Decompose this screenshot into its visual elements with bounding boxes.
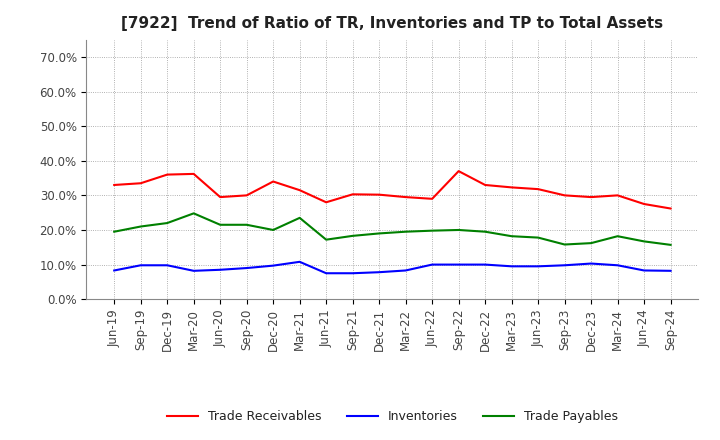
- Inventories: [295, 259, 304, 264]
- Trade Payables: [666, 242, 675, 247]
- Inventories: [110, 268, 119, 273]
- Trade Payables: [163, 220, 171, 226]
- Inventories: [136, 263, 145, 268]
- Trade Payables: [243, 222, 251, 227]
- Trade Payables: [348, 233, 357, 238]
- Trade Receivables: [136, 180, 145, 186]
- Inventories: [322, 271, 330, 276]
- Trade Receivables: [243, 193, 251, 198]
- Inventories: [508, 264, 516, 269]
- Trade Receivables: [534, 187, 542, 192]
- Trade Payables: [534, 235, 542, 240]
- Trade Payables: [587, 241, 595, 246]
- Trade Receivables: [163, 172, 171, 177]
- Trade Payables: [322, 237, 330, 242]
- Inventories: [189, 268, 198, 273]
- Trade Receivables: [508, 185, 516, 190]
- Trade Payables: [560, 242, 569, 247]
- Inventories: [216, 267, 225, 272]
- Inventories: [348, 271, 357, 276]
- Trade Payables: [110, 229, 119, 235]
- Trade Receivables: [269, 179, 277, 184]
- Trade Payables: [613, 234, 622, 239]
- Trade Payables: [640, 239, 649, 244]
- Trade Payables: [401, 229, 410, 235]
- Trade Receivables: [560, 193, 569, 198]
- Trade Receivables: [640, 202, 649, 207]
- Inventories: [243, 265, 251, 271]
- Inventories: [269, 263, 277, 268]
- Legend: Trade Receivables, Inventories, Trade Payables: Trade Receivables, Inventories, Trade Pa…: [162, 405, 623, 428]
- Inventories: [401, 268, 410, 273]
- Title: [7922]  Trend of Ratio of TR, Inventories and TP to Total Assets: [7922] Trend of Ratio of TR, Inventories…: [122, 16, 663, 32]
- Trade Receivables: [401, 194, 410, 200]
- Trade Payables: [269, 227, 277, 233]
- Trade Receivables: [216, 194, 225, 200]
- Inventories: [481, 262, 490, 267]
- Trade Payables: [508, 234, 516, 239]
- Line: Trade Payables: Trade Payables: [114, 213, 670, 245]
- Trade Payables: [375, 231, 384, 236]
- Inventories: [534, 264, 542, 269]
- Trade Receivables: [295, 187, 304, 193]
- Trade Receivables: [348, 192, 357, 197]
- Trade Payables: [428, 228, 436, 233]
- Trade Payables: [136, 224, 145, 229]
- Trade Receivables: [454, 169, 463, 174]
- Inventories: [587, 261, 595, 266]
- Inventories: [428, 262, 436, 267]
- Trade Payables: [295, 215, 304, 220]
- Inventories: [454, 262, 463, 267]
- Trade Receivables: [587, 194, 595, 200]
- Trade Payables: [189, 211, 198, 216]
- Trade Receivables: [375, 192, 384, 197]
- Trade Receivables: [428, 196, 436, 202]
- Inventories: [375, 270, 384, 275]
- Trade Payables: [481, 229, 490, 235]
- Inventories: [613, 263, 622, 268]
- Inventories: [163, 263, 171, 268]
- Trade Payables: [454, 227, 463, 233]
- Line: Inventories: Inventories: [114, 262, 670, 273]
- Inventories: [640, 268, 649, 273]
- Inventories: [560, 263, 569, 268]
- Trade Receivables: [481, 182, 490, 187]
- Trade Receivables: [189, 171, 198, 176]
- Trade Receivables: [110, 182, 119, 187]
- Trade Receivables: [613, 193, 622, 198]
- Trade Receivables: [666, 206, 675, 211]
- Inventories: [666, 268, 675, 273]
- Trade Receivables: [322, 200, 330, 205]
- Trade Payables: [216, 222, 225, 227]
- Line: Trade Receivables: Trade Receivables: [114, 171, 670, 209]
